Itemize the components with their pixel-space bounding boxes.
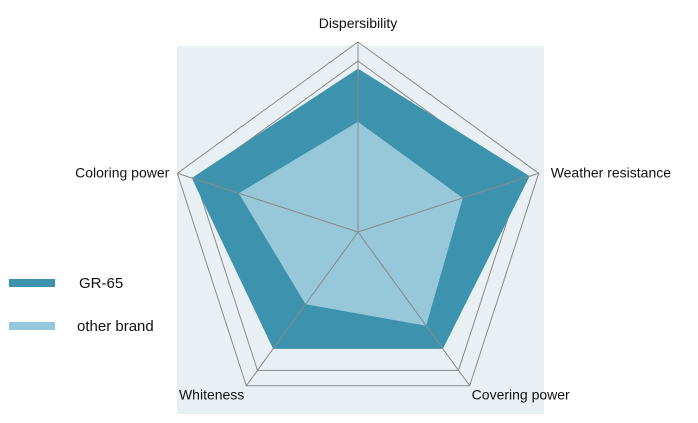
legend-label-1: GR-65 [79, 275, 123, 292]
spoke-3 [357, 231, 471, 387]
radar-series [191, 68, 530, 349]
series-area-other-brand [238, 121, 463, 326]
grid-ring-1 [176, 41, 540, 387]
axis-label-whiteness: Whiteness [179, 387, 244, 403]
axis-label-covering-power: Covering power [472, 387, 570, 403]
spoke-5 [177, 172, 359, 233]
legend-swatch-1 [9, 279, 55, 287]
radar-spokes [177, 42, 539, 387]
legend: GR-65 other brand [9, 275, 154, 335]
spoke-2 [357, 172, 539, 233]
legend-swatch-2 [9, 322, 55, 330]
legend-label-2: other brand [77, 318, 154, 335]
axis-label-weather-resistance: Weather resistance [551, 164, 672, 180]
spoke-4 [245, 231, 359, 387]
axis-label-coloring-power: Coloring power [75, 164, 169, 180]
radar-axis-labels: Dispersibility Weather resistance Covering… [75, 15, 671, 403]
axis-label-dispersibility: Dispersibility [319, 15, 398, 31]
